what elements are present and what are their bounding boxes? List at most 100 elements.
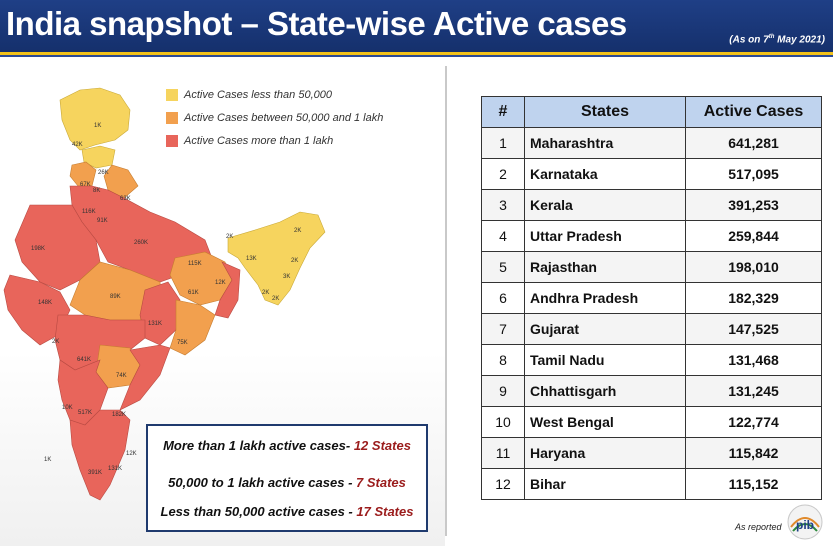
page-title: India snapshot – State-wise Active cases xyxy=(6,5,627,42)
row-cases: 147,525 xyxy=(685,313,822,345)
row-cases: 391,253 xyxy=(685,189,822,221)
col-header-active-cases: Active Cases xyxy=(685,96,822,128)
svg-text:148K: 148K xyxy=(38,300,52,306)
svg-text:13K: 13K xyxy=(246,256,257,262)
table-row: 10 West Bengal 122,774 xyxy=(481,406,822,438)
row-cases: 115,152 xyxy=(685,468,822,500)
row-state: Karnataka xyxy=(524,158,686,190)
panel-divider xyxy=(445,66,447,536)
svg-text:91K: 91K xyxy=(97,218,108,224)
svg-text:182K: 182K xyxy=(112,412,126,418)
svg-text:63K: 63K xyxy=(120,196,131,202)
row-number: 7 xyxy=(481,313,525,345)
svg-text:89K: 89K xyxy=(110,294,121,300)
svg-text:517K: 517K xyxy=(78,410,92,416)
header-stripe-blue xyxy=(0,55,833,57)
svg-text:26K: 26K xyxy=(98,170,109,176)
table-row: 6 Andhra Pradesh 182,329 xyxy=(481,282,822,314)
row-number: 10 xyxy=(481,406,525,438)
row-number: 4 xyxy=(481,220,525,252)
row-cases: 259,844 xyxy=(685,220,822,252)
svg-text:2K: 2K xyxy=(272,296,279,302)
svg-text:391K: 391K xyxy=(88,470,102,476)
svg-text:131K: 131K xyxy=(108,466,122,472)
row-number: 11 xyxy=(481,437,525,469)
row-state: West Bengal xyxy=(524,406,686,438)
region-gujarat xyxy=(3,274,71,346)
region-andhra xyxy=(119,344,171,411)
row-state: Gujarat xyxy=(524,313,686,345)
table-header-row: # States Active Cases xyxy=(481,96,822,128)
table-row: 5 Rajasthan 198,010 xyxy=(481,251,822,283)
row-state: Tamil Nadu xyxy=(524,344,686,376)
svg-text:3K: 3K xyxy=(283,274,290,280)
region-odisha xyxy=(169,299,216,356)
summary-line-high: More than 1 lakh active cases- 12 States xyxy=(163,438,411,453)
row-number: 1 xyxy=(481,127,525,159)
table-row: 1 Maharashtra 641,281 xyxy=(481,127,822,159)
table-row: 2 Karnataka 517,095 xyxy=(481,158,822,190)
svg-text:641K: 641K xyxy=(77,357,91,363)
svg-text:pib: pib xyxy=(796,518,814,532)
row-cases: 115,842 xyxy=(685,437,822,469)
map-legend: Active Cases less than 50,000 Active Cas… xyxy=(166,88,383,157)
row-number: 6 xyxy=(481,282,525,314)
svg-text:116K: 116K xyxy=(82,209,96,215)
header-bar: India snapshot – State-wise Active cases… xyxy=(0,0,833,52)
svg-text:12K: 12K xyxy=(215,280,226,286)
row-state: Andhra Pradesh xyxy=(524,282,686,314)
row-cases: 198,010 xyxy=(685,251,822,283)
row-cases: 122,774 xyxy=(685,406,822,438)
legend-swatch-low xyxy=(166,89,178,101)
date-note: (As on 7th May 2021) xyxy=(729,34,825,46)
table-row: 8 Tamil Nadu 131,468 xyxy=(481,344,822,376)
pib-logo-icon: pib xyxy=(787,504,823,540)
svg-text:2K: 2K xyxy=(294,228,301,234)
summary-line-medium: 50,000 to 1 lakh active cases - 7 States xyxy=(168,475,406,490)
svg-text:61K: 61K xyxy=(188,290,199,296)
svg-text:1K: 1K xyxy=(44,457,51,463)
svg-text:2K: 2K xyxy=(262,290,269,296)
svg-text:260K: 260K xyxy=(134,240,148,246)
legend-item-medium: Active Cases between 50,000 and 1 lakh xyxy=(166,111,383,125)
row-state: Bihar xyxy=(524,468,686,500)
table-row: 11 Haryana 115,842 xyxy=(481,437,822,469)
region-west-bengal xyxy=(214,261,241,319)
source-note: As reported xyxy=(735,522,782,532)
region-jammu-kashmir xyxy=(59,87,131,151)
table-row: 3 Kerala 391,253 xyxy=(481,189,822,221)
legend-label-high: Active Cases more than 1 lakh xyxy=(184,135,334,147)
col-header-number: # xyxy=(481,96,525,128)
summary-box: More than 1 lakh active cases- 12 States… xyxy=(146,424,428,532)
table-row: 4 Uttar Pradesh 259,844 xyxy=(481,220,822,252)
legend-swatch-medium xyxy=(166,112,178,124)
region-chhattisgarh xyxy=(139,281,181,346)
row-cases: 131,245 xyxy=(685,375,822,407)
row-cases: 641,281 xyxy=(685,127,822,159)
row-state: Haryana xyxy=(524,437,686,469)
row-number: 12 xyxy=(481,468,525,500)
region-north-east xyxy=(227,211,326,306)
row-state: Rajasthan xyxy=(524,251,686,283)
svg-text:75K: 75K xyxy=(177,340,188,346)
row-number: 3 xyxy=(481,189,525,221)
row-number: 5 xyxy=(481,251,525,283)
row-cases: 131,468 xyxy=(685,344,822,376)
active-cases-table: # States Active Cases 1 Maharashtra 641,28… xyxy=(481,96,822,500)
summary-line-low: Less than 50,000 active cases - 17 State… xyxy=(160,504,414,519)
row-state: Kerala xyxy=(524,189,686,221)
row-cases: 517,095 xyxy=(685,158,822,190)
svg-text:12K: 12K xyxy=(126,451,137,457)
legend-item-low: Active Cases less than 50,000 xyxy=(166,88,383,102)
row-state: Chhattisgarh xyxy=(524,375,686,407)
table-row: 9 Chhattisgarh 131,245 xyxy=(481,375,822,407)
svg-text:42K: 42K xyxy=(72,142,83,148)
row-number: 9 xyxy=(481,375,525,407)
row-number: 8 xyxy=(481,344,525,376)
svg-text:10K: 10K xyxy=(62,405,73,411)
table-row: 12 Bihar 115,152 xyxy=(481,468,822,500)
legend-label-low: Active Cases less than 50,000 xyxy=(184,89,332,101)
row-state: Maharashtra xyxy=(524,127,686,159)
table-row: 7 Gujarat 147,525 xyxy=(481,313,822,345)
svg-text:198K: 198K xyxy=(31,246,45,252)
